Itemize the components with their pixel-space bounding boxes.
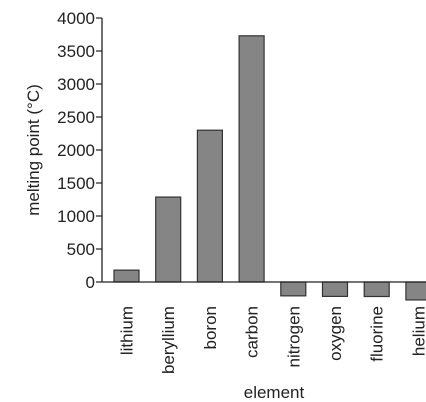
category-label-nitrogen: nitrogen: [284, 306, 303, 367]
category-label-oxygen: oxygen: [326, 306, 345, 361]
bar-lithium: [113, 269, 140, 283]
y-tick-label: 1000: [57, 207, 95, 226]
y-tick-label: 0: [86, 273, 95, 292]
y-axis-title: melting point (°C): [24, 84, 43, 216]
category-label-beryllium: beryllium: [159, 306, 178, 374]
y-tick-label: 500: [67, 240, 95, 259]
bar-boron: [196, 129, 223, 283]
y-axis: 0 500 1000 1500 2000 2500 3000 3500 4000: [57, 9, 103, 292]
bar-carbon: [238, 35, 265, 283]
x-axis-title: element: [244, 383, 305, 402]
category-label-fluorine: fluorine: [368, 306, 387, 362]
bar-nitrogen: [280, 281, 307, 297]
category-label-helium: helium: [409, 306, 426, 356]
category-label-carbon: carbon: [243, 306, 262, 358]
category-label-boron: boron: [201, 306, 220, 349]
bar-fluorine: [363, 281, 390, 298]
x-axis: lithium beryllium boron carbon nitrogen oxyge…: [102, 281, 426, 374]
y-tick-label: 3500: [57, 42, 95, 61]
y-tick-label: 1500: [57, 174, 95, 193]
y-tick-label: 3000: [57, 75, 95, 94]
bar-oxygen: [321, 281, 349, 297]
category-label-lithium: lithium: [118, 306, 137, 355]
y-tick-label: 2500: [57, 108, 95, 127]
y-tick-label: 4000: [57, 9, 95, 28]
bar-beryllium: [155, 196, 182, 283]
bar-helium: [405, 281, 426, 301]
y-tick-label: 2000: [57, 141, 95, 160]
bars: [113, 35, 426, 301]
